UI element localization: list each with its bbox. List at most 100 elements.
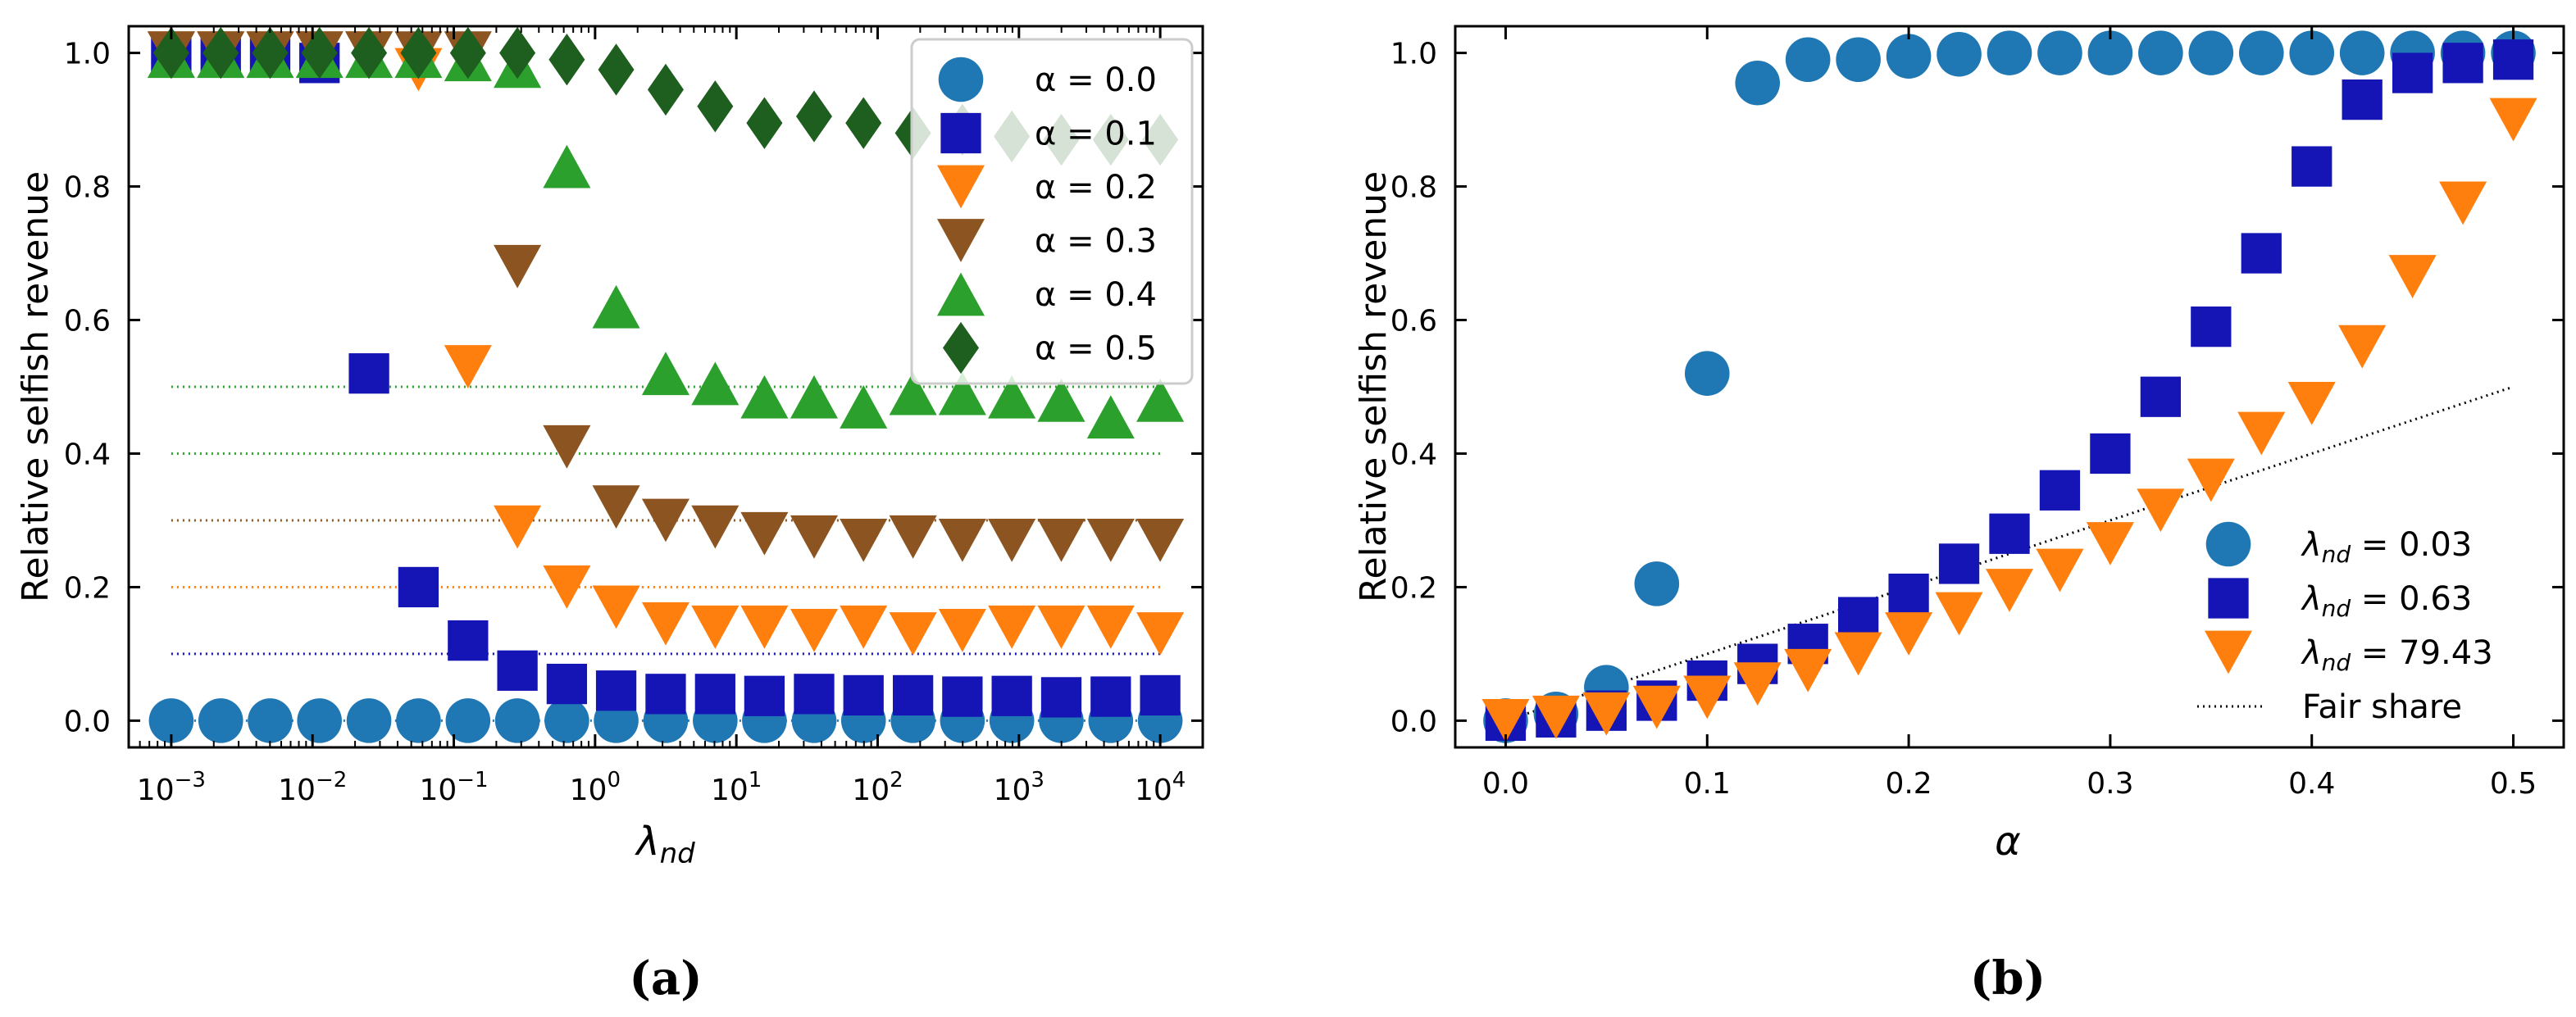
a-point-alpha_0.2-12 — [740, 605, 789, 649]
a-point-alpha_0.2-8 — [543, 565, 591, 609]
b-legend-label-lambda_79.43: λnd = 79.43 — [2301, 634, 2493, 676]
a-point-alpha_0.0-2 — [248, 698, 293, 743]
a-legend-marker-alpha_0.0 — [938, 57, 984, 102]
b-point-lambda_0.63-12 — [2090, 433, 2131, 474]
a-point-alpha_0.1-6 — [448, 620, 489, 661]
b-legend-label-lambda_0.03: λnd = 0.03 — [2301, 526, 2472, 568]
a-point-alpha_0.1-18 — [1040, 677, 1082, 718]
a-point-alpha_0.3-8 — [543, 425, 591, 469]
a-point-alpha_0.1-20 — [1140, 674, 1181, 716]
b-series-lambda_79.43 — [1481, 98, 2537, 742]
b-fair-share-line — [1504, 385, 2515, 722]
a-point-alpha_0.5-7 — [499, 26, 536, 79]
a-point-alpha_0.5-10 — [647, 63, 684, 116]
a-legend: α = 0.0 α = 0.1 α = 0.2 α = 0.3 α = 0.4 α = 0… — [910, 38, 1194, 385]
b-point-lambda_0.03-4 — [1684, 351, 1730, 396]
b-point-lambda_79.43-10 — [1985, 569, 2034, 612]
panel-b: 0.0 0.2 0.4 0.6 0.8 1.0 0.0 0.1 0.2 0.3 0.4 0.5 λn… — [1353, 25, 2565, 1006]
b-point-lambda_79.43-5 — [1733, 662, 1782, 706]
b-point-lambda_79.43-7 — [1834, 632, 1882, 676]
a-point-alpha_0.2-6 — [444, 345, 492, 388]
a-xtick-label: 104 — [1135, 768, 1186, 807]
a-point-alpha_0.0-1 — [198, 698, 243, 743]
a-point-alpha_0.0-8 — [544, 698, 589, 743]
a-point-alpha_0.4-20 — [1136, 378, 1185, 422]
b-point-lambda_79.43-3 — [1632, 685, 1681, 729]
a-legend-box — [910, 38, 1194, 385]
b-point-lambda_0.63-19 — [2442, 43, 2483, 84]
a-point-alpha_0.5-11 — [697, 80, 734, 133]
a-point-alpha_0.5-1 — [203, 26, 239, 79]
b-xtick-label: 0.4 — [2288, 767, 2335, 801]
a-point-alpha_0.2-10 — [641, 602, 690, 646]
a-legend-marker-alpha_0.4 — [936, 272, 985, 316]
a-point-alpha_0.2-11 — [691, 605, 740, 649]
b-xtick-label: 0.1 — [1684, 767, 1731, 801]
b-point-lambda_0.03-10 — [1987, 30, 2032, 75]
b-point-lambda_79.43-17 — [2338, 325, 2387, 369]
a-xtick-label: 10−1 — [419, 768, 488, 807]
a-point-alpha_0.1-8 — [546, 663, 588, 705]
a-series-markers — [147, 26, 1185, 743]
a-point-alpha_0.1-12 — [744, 675, 785, 716]
b-point-lambda_0.63-18 — [2392, 52, 2433, 93]
b-xtick-label: 0.0 — [1482, 767, 1529, 801]
b-point-lambda_0.03-16 — [2289, 30, 2335, 75]
b-point-lambda_79.43-8 — [1885, 612, 1933, 656]
a-point-alpha_0.5-6 — [449, 26, 486, 79]
a-point-alpha_0.1-15 — [892, 674, 934, 716]
panel-a: 0.0 0.2 0.4 0.6 0.8 1.0 10−3 10−2 10−1 100 101 102… — [15, 25, 1204, 1006]
a-point-alpha_0.5-8 — [548, 34, 585, 86]
a-point-alpha_0.1-16 — [942, 676, 983, 717]
a-point-alpha_0.3-11 — [691, 505, 740, 549]
a-point-alpha_0.0-7 — [494, 698, 540, 743]
a-point-alpha_0.2-13 — [790, 609, 839, 652]
b-series-markers — [1481, 30, 2537, 743]
a-point-alpha_0.5-0 — [152, 26, 189, 79]
a-point-alpha_0.0-4 — [346, 698, 392, 743]
a-ytick-label: 0.2 — [64, 571, 111, 605]
b-point-lambda_0.03-7 — [1836, 37, 1881, 83]
a-point-alpha_0.5-9 — [598, 43, 635, 96]
b-point-lambda_0.63-11 — [2039, 470, 2081, 511]
a-ytick-label: 0.0 — [64, 705, 111, 738]
a-point-alpha_0.2-15 — [889, 612, 937, 656]
a-point-alpha_0.3-16 — [938, 519, 986, 562]
a-point-alpha_0.4-17 — [988, 375, 1036, 419]
a-point-alpha_0.4-14 — [840, 385, 888, 429]
b-point-lambda_79.43-16 — [2287, 381, 2336, 425]
b-point-lambda_79.43-19 — [2439, 181, 2487, 225]
b-point-lambda_0.03-11 — [2037, 30, 2082, 75]
a-point-alpha_0.0-0 — [148, 698, 194, 743]
b-point-lambda_79.43-18 — [2388, 255, 2437, 298]
a-xtick-label: 100 — [570, 768, 621, 807]
b-legend-marker-lambda_0.63 — [2208, 578, 2249, 619]
b-x-ticks: 0.0 0.1 0.2 0.3 0.4 0.5 — [1482, 26, 2537, 801]
a-point-alpha_0.5-2 — [252, 26, 289, 79]
a-point-alpha_0.1-11 — [694, 674, 735, 715]
b-legend-label-lambda_0.63: λnd = 0.63 — [2301, 580, 2472, 622]
b-point-lambda_0.03-9 — [1937, 31, 1982, 77]
b-caption: (b) — [1970, 951, 2046, 1006]
a-xtick-label: 10−3 — [137, 768, 206, 807]
a-point-alpha_0.2-16 — [938, 609, 986, 652]
a-ytick-label: 0.8 — [64, 171, 111, 205]
a-legend-marker-alpha_0.1 — [940, 112, 981, 154]
a-point-alpha_0.3-20 — [1136, 519, 1185, 562]
b-fair-share-line-path — [1504, 385, 2515, 722]
b-point-lambda_0.03-17 — [2339, 30, 2385, 75]
b-point-lambda_79.43-14 — [2187, 458, 2235, 502]
b-point-lambda_79.43-4 — [1683, 675, 1732, 720]
a-point-alpha_0.2-20 — [1136, 612, 1185, 656]
b-point-lambda_0.63-16 — [2292, 146, 2333, 187]
a-point-alpha_0.1-7 — [497, 650, 538, 691]
a-point-alpha_0.3-19 — [1086, 519, 1135, 562]
a-legend-marker-alpha_0.2 — [936, 165, 985, 209]
a-point-alpha_0.3-7 — [494, 244, 542, 288]
b-point-lambda_0.63-17 — [2342, 79, 2383, 120]
a-point-alpha_0.5-4 — [351, 26, 388, 79]
a-legend-label-alpha_0.2: α = 0.2 — [1035, 169, 1157, 207]
a-point-alpha_0.1-5 — [398, 566, 439, 608]
b-y-axis-label: Relative selfish revenue — [1353, 171, 1395, 602]
a-point-alpha_0.2-19 — [1086, 605, 1135, 649]
